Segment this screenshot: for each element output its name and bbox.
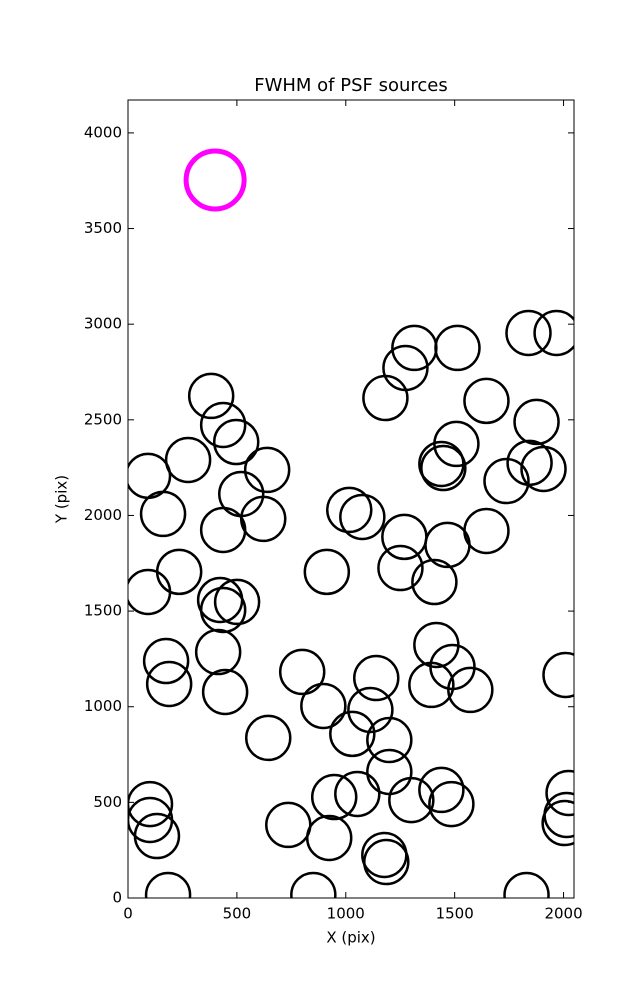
source-marker — [418, 766, 465, 814]
source-marker — [513, 398, 560, 446]
y-tick-label: 4000 — [84, 123, 122, 141]
source-marker — [201, 668, 249, 716]
source-marker — [128, 568, 172, 616]
y-tick-label: 0 — [112, 889, 122, 907]
source-marker — [353, 654, 400, 702]
source-marker — [133, 812, 181, 860]
source-marker — [428, 780, 475, 828]
source-marker — [542, 651, 574, 699]
source-marker — [447, 666, 494, 714]
source-marker — [377, 544, 424, 592]
source-marker — [463, 377, 510, 425]
y-tick-label: 1500 — [84, 602, 122, 620]
source-marker — [505, 309, 552, 357]
y-tick-label: 1000 — [84, 697, 122, 715]
source-marker — [290, 871, 337, 898]
x-tick-label: 500 — [223, 905, 252, 923]
source-marker — [300, 682, 347, 730]
source-marker — [463, 507, 510, 555]
source-marker — [381, 513, 428, 561]
source-marker — [243, 446, 291, 494]
source-marker — [418, 440, 465, 488]
source-marker — [144, 871, 192, 898]
y-tick-label: 2000 — [84, 506, 122, 524]
x-tick-label: 1000 — [327, 905, 365, 923]
source-marker — [265, 801, 312, 849]
source-marker — [213, 578, 261, 626]
source-marker — [310, 773, 358, 821]
source-marker — [212, 418, 260, 466]
y-tick-label: 3500 — [84, 219, 122, 237]
y-tick-label: 3000 — [84, 315, 122, 333]
source-marker — [194, 628, 242, 676]
source-marker — [278, 648, 326, 696]
chart-title: FWHM of PSF sources — [254, 75, 448, 96]
source-marker — [239, 495, 287, 543]
source-marker — [362, 374, 409, 422]
y-tick-label: 500 — [93, 793, 122, 811]
source-marker — [483, 457, 530, 505]
source-marker — [164, 436, 212, 484]
source-marker — [199, 401, 247, 449]
source-marker — [520, 445, 567, 493]
source-marker — [217, 470, 265, 518]
source-marker — [366, 716, 413, 764]
plot-area — [128, 148, 574, 898]
source-marker — [145, 660, 193, 708]
source-marker — [305, 814, 353, 862]
x-tick-label: 1500 — [436, 905, 474, 923]
source-marker — [533, 309, 574, 357]
axes-frame — [127, 99, 575, 899]
source-marker — [199, 586, 247, 634]
source-marker — [388, 776, 435, 824]
source-marker — [326, 486, 373, 534]
source-marker — [142, 637, 190, 685]
source-marker — [433, 420, 480, 468]
source-marker — [128, 780, 174, 828]
source-marker — [334, 770, 381, 818]
source-marker — [545, 769, 574, 817]
source-marker — [363, 838, 410, 886]
source-marker — [155, 548, 203, 596]
y-tick-label: 2500 — [84, 410, 122, 428]
y-axis-label: Y (pix) — [53, 475, 71, 524]
x-tick-label: 0 — [123, 905, 133, 923]
source-marker — [303, 548, 351, 596]
source-marker — [541, 799, 574, 847]
source-marker — [347, 686, 394, 734]
source-marker — [199, 506, 247, 554]
source-marker — [139, 490, 187, 538]
source-marker — [183, 148, 247, 212]
source-marker — [187, 372, 235, 420]
source-marker — [244, 714, 292, 762]
source-marker — [411, 558, 458, 606]
source-marker — [339, 493, 386, 541]
source-marker — [434, 324, 481, 372]
source-marker — [382, 344, 429, 392]
x-tick-label: 2000 — [544, 905, 582, 923]
x-axis-label: X (pix) — [326, 929, 375, 947]
source-marker — [329, 710, 376, 758]
source-marker — [503, 871, 550, 898]
source-marker — [366, 748, 413, 796]
source-marker — [408, 661, 455, 709]
source-marker — [420, 444, 467, 492]
